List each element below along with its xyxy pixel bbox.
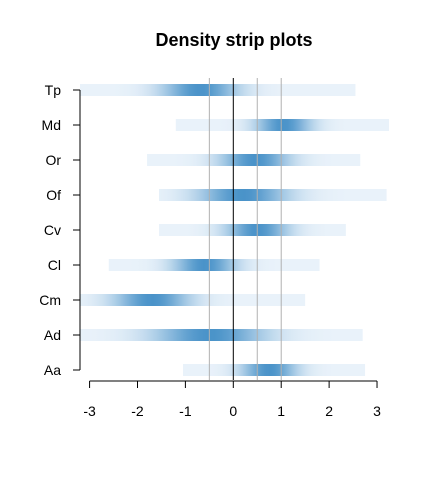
- density-strip-aa: [183, 364, 366, 376]
- y-tick-label: Of: [46, 187, 61, 203]
- y-tick-label: Md: [42, 117, 61, 133]
- y-tick-label: Cm: [39, 292, 61, 308]
- y-axis: Tp Md Or Of Cv Cl Cm Ad Aa: [39, 82, 81, 378]
- x-tick-label: 3: [373, 403, 381, 419]
- density-strip-tp: [80, 84, 356, 96]
- density-strips: [80, 84, 389, 376]
- x-tick-label: -1: [179, 403, 192, 419]
- y-tick-label: Aa: [44, 362, 61, 378]
- y-tick-label: Tp: [45, 82, 62, 98]
- density-strip-ad: [80, 329, 363, 341]
- y-tick-label: Cl: [48, 257, 61, 273]
- density-strip-cl: [108, 259, 320, 271]
- y-tick-label: Or: [45, 152, 61, 168]
- reference-lines: [208, 78, 282, 380]
- density-strip-cv: [159, 224, 346, 236]
- chart-title: Density strip plots: [155, 30, 312, 50]
- density-strip-or: [147, 154, 361, 166]
- x-tick-label: 0: [229, 403, 237, 419]
- y-tick-label: Ad: [44, 327, 61, 343]
- y-tick-label: Cv: [44, 222, 61, 238]
- x-tick-label: 2: [325, 403, 333, 419]
- density-strip-md: [175, 119, 389, 131]
- density-strip-of: [159, 189, 387, 201]
- density-strip-cm: [80, 294, 306, 306]
- x-axis: -3 -2 -1 0 1 2 3: [83, 380, 381, 419]
- x-tick-label: 1: [277, 403, 285, 419]
- x-tick-label: -2: [131, 403, 144, 419]
- x-tick-label: -3: [83, 403, 96, 419]
